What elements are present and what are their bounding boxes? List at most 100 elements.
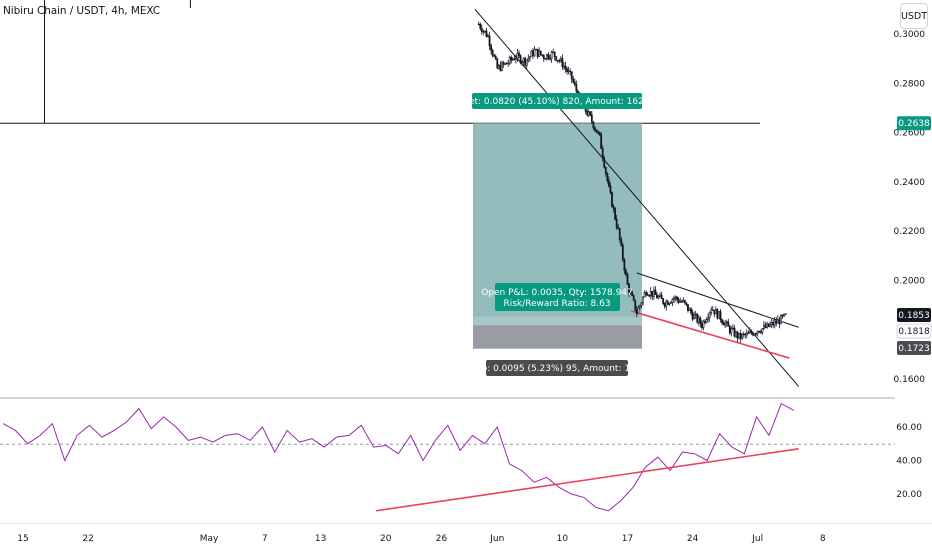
candle-body — [522, 57, 525, 63]
long-descending-resistance-line[interactable] — [474, 9, 799, 387]
candle-body — [569, 70, 572, 73]
candle-body — [645, 292, 648, 295]
candle-body — [758, 330, 761, 333]
time-tick-label: 17 — [622, 534, 633, 544]
candle-body — [501, 62, 503, 71]
candle-body — [762, 324, 765, 329]
candle-body — [668, 302, 671, 305]
candle-body — [549, 58, 551, 60]
candle-body — [507, 62, 510, 65]
candle-body — [781, 315, 784, 317]
candle-body — [614, 207, 617, 220]
candle-body — [494, 56, 497, 60]
candle-body — [665, 301, 668, 307]
candle-body — [775, 320, 778, 324]
candle-body — [499, 65, 502, 71]
candle-body — [561, 58, 564, 68]
candle-body — [646, 294, 649, 296]
candle-body — [594, 127, 596, 131]
candle-body — [612, 206, 615, 209]
candle-body — [718, 311, 720, 319]
candle-body — [769, 324, 772, 327]
candle-body — [603, 157, 606, 168]
candle-body — [626, 273, 629, 285]
candle-body — [483, 30, 486, 33]
candle-body — [694, 313, 697, 316]
candle-body — [687, 304, 689, 311]
candle-body — [477, 23, 480, 26]
candle-body — [719, 311, 722, 321]
candle-body — [532, 50, 534, 57]
candle-body — [713, 309, 716, 315]
price-tick-label: 0.2200 — [894, 227, 926, 237]
candle-body — [736, 331, 739, 339]
stop-label: Stop: 0.0095 (5.23%) 95, Amount: 1485 — [467, 364, 648, 374]
candle-body — [601, 148, 604, 159]
candle-body — [669, 302, 672, 304]
candle-body — [634, 299, 637, 311]
candle-body — [700, 323, 703, 328]
candle-body — [525, 59, 528, 66]
candle-body — [662, 298, 665, 304]
candle-body — [538, 50, 541, 57]
candle-body — [488, 35, 491, 46]
candle-body — [559, 58, 562, 62]
candle-body — [761, 328, 764, 333]
candle-body — [711, 309, 714, 311]
candle-body — [704, 320, 706, 323]
candle-body — [776, 319, 779, 324]
candle-body — [721, 319, 723, 324]
candle-body — [490, 45, 493, 51]
candle-body — [649, 290, 652, 296]
time-tick-label: 13 — [315, 534, 326, 544]
candle-body — [742, 333, 745, 336]
candle-body — [497, 65, 500, 69]
rsi-tick-label: 40.00 — [896, 457, 922, 467]
time-tick-label: 24 — [687, 534, 699, 544]
candle-body — [518, 52, 520, 56]
candle-body — [759, 331, 762, 334]
rsi-line[interactable] — [2, 402, 794, 512]
candle-body — [741, 333, 744, 339]
candle-body — [611, 192, 613, 208]
candle-body — [697, 317, 700, 323]
candle-body — [659, 294, 661, 297]
candle-body — [677, 299, 680, 303]
candle-body — [550, 51, 553, 60]
candle-body — [496, 58, 499, 69]
candle-body — [621, 244, 624, 260]
open-pnl-box — [495, 283, 620, 311]
candle-body — [487, 35, 489, 38]
rsi-trendline[interactable] — [375, 447, 799, 512]
currency-badge[interactable]: USDT — [900, 3, 928, 29]
time-tick-label: 20 — [380, 534, 392, 544]
stop-label-box — [486, 360, 628, 376]
candle-body — [708, 312, 711, 318]
candle-body — [536, 48, 539, 57]
candle-body — [716, 308, 719, 319]
candle-body — [606, 173, 609, 181]
candle-body — [707, 317, 710, 320]
candle-body — [750, 331, 753, 334]
risk-reward-label: Risk/Reward Ratio: 8.63 — [503, 299, 610, 309]
candle-body — [587, 111, 590, 116]
target-label-box — [472, 93, 642, 109]
support-line[interactable] — [630, 310, 790, 359]
short-descending-resistance-line[interactable] — [636, 272, 799, 328]
rsi-tick-label: 60.00 — [896, 423, 922, 433]
time-tick-label: 10 — [557, 534, 569, 544]
stop-zone[interactable] — [473, 325, 642, 349]
candle-body — [747, 332, 750, 334]
candle-body — [539, 50, 542, 55]
candle-body — [623, 259, 626, 271]
candle-body — [727, 321, 730, 327]
candle-body — [635, 309, 638, 315]
candle-body — [778, 319, 781, 325]
candle-body — [638, 305, 641, 309]
candle-body — [505, 62, 508, 65]
candle-body — [730, 328, 733, 334]
candle-body — [590, 114, 593, 123]
candle-body — [685, 302, 688, 305]
candle-body — [674, 296, 677, 299]
